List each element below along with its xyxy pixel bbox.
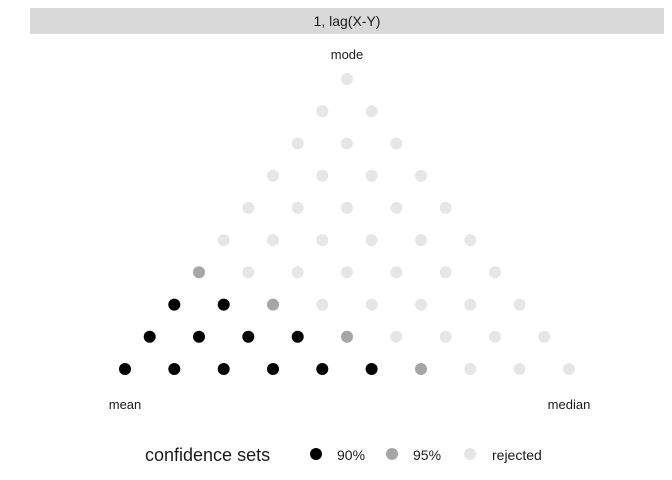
- point-rejected-r3-c2: [291, 266, 304, 279]
- point-90-r0-c1: [168, 363, 181, 375]
- point-rejected-r0-c7: [464, 363, 477, 375]
- legend-label-rejected: rejected: [492, 447, 542, 463]
- point-rejected-r2-c6: [464, 298, 477, 311]
- point-rejected-r4-c4: [415, 234, 427, 247]
- point-rejected-r7-c0: [291, 137, 304, 150]
- point-rejected-r8-c0: [316, 105, 329, 118]
- point-rejected-r1-c7: [489, 330, 501, 343]
- point-90-r0-c4: [316, 363, 329, 375]
- legend-label-95: 95%: [413, 447, 441, 463]
- point-95-r1-c4: [341, 330, 353, 343]
- point-rejected-r3-c4: [390, 266, 403, 279]
- point-90-r0-c5: [365, 363, 378, 375]
- point-rejected-r1-c8: [538, 330, 551, 343]
- point-rejected-r3-c1: [242, 266, 255, 279]
- legend-key-rejected: [464, 448, 476, 460]
- point-rejected-r4-c3: [365, 234, 378, 247]
- facet-strip-label: 1, lag(X-Y): [314, 13, 381, 29]
- point-rejected-r5-c0: [242, 201, 255, 214]
- point-rejected-r6-c1: [316, 169, 329, 182]
- point-rejected-r5-c2: [341, 201, 353, 214]
- point-90-r1-c1: [193, 330, 205, 343]
- facet-strip: [30, 8, 664, 34]
- point-rejected-r7-c1: [341, 137, 353, 150]
- point-rejected-r8-c1: [365, 105, 378, 118]
- corner-label-left: mean: [109, 397, 142, 412]
- point-90-r0-c0: [119, 363, 131, 375]
- point-rejected-r5-c4: [439, 201, 452, 214]
- point-90-r0-c2: [217, 363, 230, 375]
- point-90-r2-c0: [168, 298, 181, 311]
- point-rejected-r5-c1: [291, 201, 304, 214]
- point-rejected-r4-c0: [217, 234, 230, 247]
- point-95-r2-c2: [267, 298, 279, 311]
- corner-label-top: mode: [331, 47, 364, 62]
- point-rejected-r5-c3: [390, 201, 403, 214]
- point-rejected-r0-c8: [513, 363, 526, 375]
- point-rejected-r3-c3: [341, 266, 353, 279]
- point-rejected-r4-c1: [267, 234, 279, 247]
- data-points: [119, 73, 575, 375]
- point-rejected-r7-c2: [390, 137, 403, 150]
- legend-key-90: [310, 448, 322, 460]
- point-95-r0-c6: [415, 363, 427, 375]
- point-rejected-r6-c3: [415, 169, 427, 182]
- point-rejected-r0-c9: [563, 363, 575, 375]
- point-rejected-r3-c5: [439, 266, 452, 279]
- point-90-r0-c3: [267, 363, 279, 375]
- point-rejected-r1-c5: [390, 330, 403, 343]
- point-rejected-r4-c5: [464, 234, 477, 247]
- point-90-r1-c2: [242, 330, 255, 343]
- point-rejected-r2-c4: [365, 298, 378, 311]
- point-90-r1-c0: [143, 330, 156, 343]
- legend-label-90: 90%: [337, 447, 365, 463]
- point-rejected-r2-c5: [415, 298, 427, 311]
- legend: confidence sets 90% 95% rejected: [145, 445, 542, 465]
- legend-key-95: [386, 448, 398, 460]
- point-rejected-r3-c6: [489, 266, 501, 279]
- point-90-r1-c3: [291, 330, 304, 343]
- point-rejected-r4-c2: [316, 234, 329, 247]
- point-rejected-r2-c7: [513, 298, 526, 311]
- point-95-r3-c0: [193, 266, 205, 279]
- point-rejected-r2-c3: [316, 298, 329, 311]
- point-rejected-r9-c0: [341, 73, 353, 85]
- corner-label-right: median: [548, 397, 591, 412]
- point-90-r2-c1: [217, 298, 230, 311]
- point-rejected-r6-c2: [365, 169, 378, 182]
- point-rejected-r6-c0: [267, 169, 279, 182]
- legend-title: confidence sets: [145, 445, 270, 465]
- point-rejected-r1-c6: [439, 330, 452, 343]
